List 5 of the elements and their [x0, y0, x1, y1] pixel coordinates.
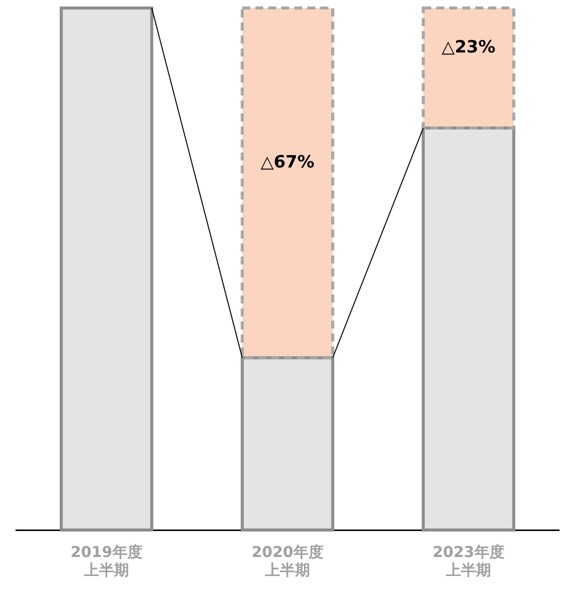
x-tick-label: 2019年度上半期 [70, 542, 142, 579]
x-tick-label: 2020年度上半期 [252, 542, 324, 579]
data-label: △67% [260, 152, 314, 172]
data-label: △23% [442, 37, 496, 58]
x-tick-label: 2023年度上半期 [432, 542, 504, 579]
